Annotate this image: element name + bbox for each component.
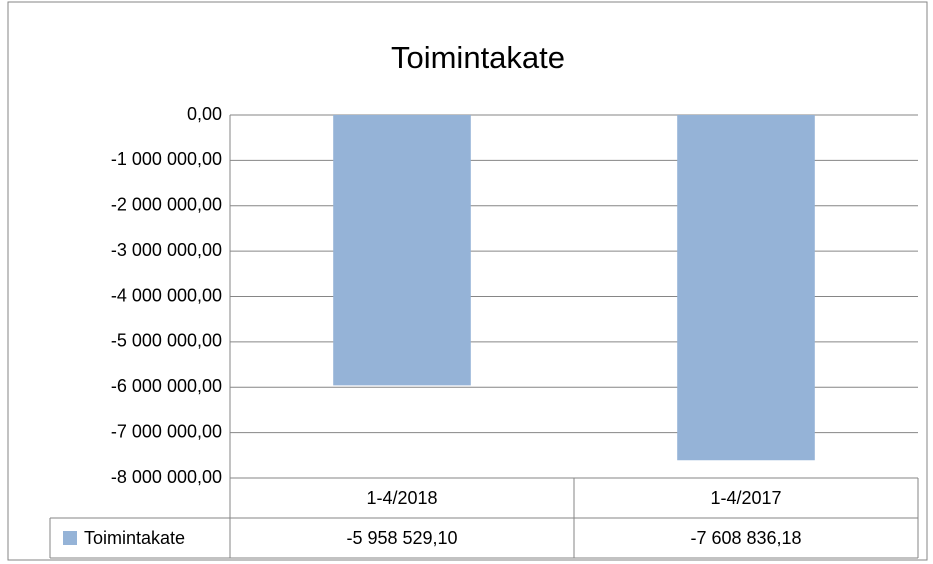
bar	[677, 115, 815, 461]
x-tick-label: 1-4/2017	[710, 488, 781, 508]
y-tick-label: 0,00	[187, 104, 222, 124]
x-tick-label: 1-4/2018	[366, 488, 437, 508]
chart-title: Toimintakate	[391, 40, 565, 75]
legend-label: Toimintakate	[84, 528, 185, 548]
y-tick-label: -8 000 000,00	[111, 467, 222, 487]
y-tick-label: -7 000 000,00	[111, 421, 222, 441]
table-value: -7 608 836,18	[690, 528, 801, 548]
y-tick-label: -5 000 000,00	[111, 331, 222, 351]
y-tick-label: -6 000 000,00	[111, 376, 222, 396]
y-tick-label: -2 000 000,00	[111, 195, 222, 215]
legend-key	[63, 531, 77, 545]
y-tick-label: -4 000 000,00	[111, 285, 222, 305]
bar	[333, 115, 471, 386]
table-value: -5 958 529,10	[346, 528, 457, 548]
y-tick-label: -1 000 000,00	[111, 149, 222, 169]
y-tick-label: -3 000 000,00	[111, 240, 222, 260]
